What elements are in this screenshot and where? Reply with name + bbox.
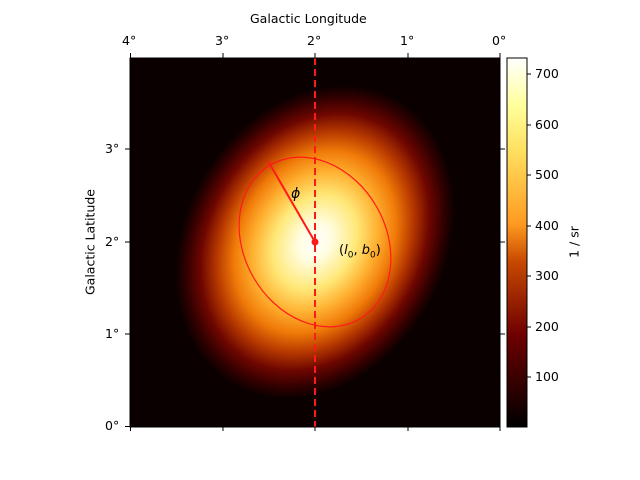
colorbar-tick-label: 700 [535,66,559,81]
paren-close: ) [375,243,381,258]
colorbar-tick-label: 400 [535,218,559,233]
center-label-b-sub: 0 [369,250,376,261]
x-tick-label: 3° [215,33,230,48]
phi-label: ϕ [291,186,301,202]
x-axis-title: Galactic Longitude [250,11,367,26]
y-tick-label: 2° [105,234,120,249]
x-tick-label: 2° [307,33,322,48]
center-label-l-sub: 0 [347,250,354,261]
colorbar-tick-label: 300 [535,268,559,283]
annotations [238,58,392,427]
x-ticks [130,53,501,431]
x-tick-label: 1° [400,33,415,48]
x-tick-label: 4° [122,33,137,48]
colorbar-label: 1 / sr [566,226,582,258]
colorbar-tick-label: 500 [535,167,559,182]
paren-open: ( [339,243,345,258]
colorbar-tick-label: 200 [535,319,559,334]
y-tick-label: 1° [105,326,120,341]
center-point [311,238,319,246]
center-label-b: b [361,243,370,258]
colorbar-tick-label: 100 [535,369,559,384]
y-tick-label: 0° [105,418,120,433]
y-ticks [125,148,505,427]
x-tick-label: 0° [492,33,507,48]
y-axis-title: Galactic Latitude [82,188,98,296]
colorbar-tick-label: 600 [535,117,559,132]
colorbar [506,57,531,428]
center-label: (l0, b0) [339,243,381,261]
semi-major-axis-line [267,160,316,243]
comma: , [353,243,362,258]
y-tick-label: 3° [105,141,120,156]
center-label-l: l [344,243,348,258]
